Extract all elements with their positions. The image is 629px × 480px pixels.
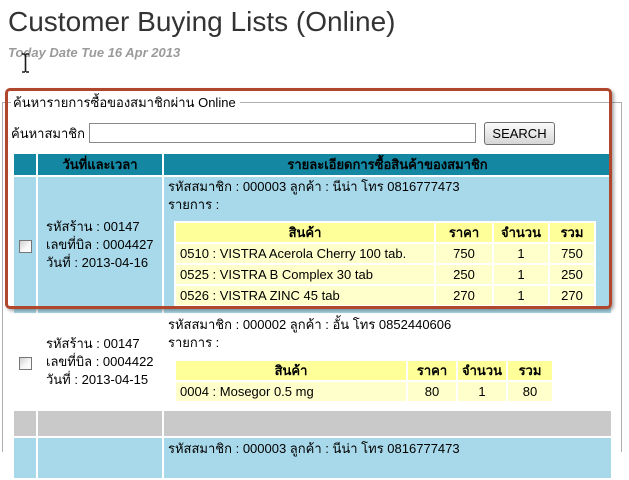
item-qty: 1 <box>494 244 548 263</box>
items-table: สินค้า ราคา จำนวน รวม 0510 : VISTRA Acer… <box>174 221 596 307</box>
items-header-row: สินค้า ราคา จำนวน รวม <box>176 223 594 242</box>
search-member-input[interactable] <box>89 123 476 143</box>
bill-date: วันที่ : 2013-04-16 <box>46 255 149 270</box>
item-total: 80 <box>508 382 552 401</box>
search-panel: ค้นหารายการซื้อของสมาชิกผ่าน Online ค้นห… <box>2 92 622 480</box>
item-row: 0525 : VISTRA B Complex 30 tab 250 1 250 <box>176 265 594 284</box>
empty-cell <box>14 411 36 436</box>
today-date-text: Today Date Tue 16 Apr 2013 <box>8 45 181 60</box>
items-header-qty: จำนวน <box>494 223 548 242</box>
item-total: 270 <box>550 286 594 305</box>
item-total: 250 <box>550 265 594 284</box>
item-qty: 1 <box>458 382 506 401</box>
items-header-qty: จำนวน <box>458 361 506 380</box>
page-title: Customer Buying Lists (Online) <box>8 6 396 37</box>
header-checkbox-column <box>14 154 36 175</box>
items-table: สินค้า ราคา จำนวน รวม 0004 : Mosegor 0.5… <box>174 359 554 403</box>
member-info: รหัสสมาชิก : 000003 ลูกค้า : นีน่า โทร 0… <box>168 179 460 194</box>
empty-cell <box>14 438 36 478</box>
header-datetime: วันที่และเวลา <box>38 154 162 175</box>
item-product: 0526 : VISTRA ZINC 45 tab <box>176 286 434 305</box>
item-product: 0525 : VISTRA B Complex 30 tab <box>176 265 434 284</box>
table-row: รหัสร้าน : 00147 เลขที่บิล : 0004427 วัน… <box>14 177 611 313</box>
item-qty: 1 <box>494 265 548 284</box>
header-details: รายละเอียดการซื้อสินค้าของสมาชิก <box>164 154 611 175</box>
bill-info-cell: รหัสร้าน : 00147 เลขที่บิล : 0004427 วัน… <box>38 177 162 313</box>
table-row: รหัสสมาชิก : 000003 ลูกค้า : นีน่า โทร 0… <box>14 438 611 478</box>
member-info: รหัสสมาชิก : 000002 ลูกค้า : อั้น โทร 08… <box>168 317 452 332</box>
shop-code: รหัสร้าน : 00147 <box>46 219 140 234</box>
items-header-price: ราคา <box>408 361 456 380</box>
table-row: รหัสร้าน : 00147 เลขที่บิล : 0004422 วัน… <box>14 315 611 409</box>
items-header-total: รวม <box>550 223 594 242</box>
items-header-product: สินค้า <box>176 223 434 242</box>
row-checkbox[interactable] <box>18 239 32 253</box>
items-label: รายการ : <box>168 335 220 350</box>
item-total: 750 <box>550 244 594 263</box>
bill-number: เลขที่บิล : 0004422 <box>46 354 154 369</box>
bill-number: เลขที่บิล : 0004427 <box>46 237 154 252</box>
items-header-row: สินค้า ราคา จำนวน รวม <box>176 361 552 380</box>
member-info: รหัสสมาชิก : 000003 ลูกค้า : นีน่า โทร 0… <box>168 441 460 456</box>
search-panel-legend: ค้นหารายการซื้อของสมาชิกผ่าน Online <box>13 95 236 110</box>
row-checkbox[interactable] <box>18 356 32 370</box>
table-row-empty <box>14 411 611 436</box>
item-row: 0526 : VISTRA ZINC 45 tab 270 1 270 <box>176 286 594 305</box>
items-header-product: สินค้า <box>176 361 406 380</box>
item-price: 80 <box>408 382 456 401</box>
purchase-detail-cell: รหัสสมาชิก : 000003 ลูกค้า : นีน่า โทร 0… <box>164 177 611 313</box>
empty-cell <box>164 411 611 436</box>
item-product: 0004 : Mosegor 0.5 mg <box>176 382 406 401</box>
item-qty: 1 <box>494 286 548 305</box>
items-label: รายการ : <box>168 197 220 212</box>
search-member-label: ค้นหาสมาชิก <box>11 125 85 141</box>
item-price: 750 <box>436 244 492 263</box>
items-header-total: รวม <box>508 361 552 380</box>
item-product: 0510 : VISTRA Acerola Cherry 100 tab. <box>176 244 434 263</box>
buying-list-table: วันที่และเวลา รายละเอียดการซื้อสินค้าของ… <box>12 152 613 480</box>
item-price: 250 <box>436 265 492 284</box>
item-price: 270 <box>436 286 492 305</box>
bill-info-cell <box>38 438 162 478</box>
empty-cell <box>38 411 162 436</box>
shop-code: รหัสร้าน : 00147 <box>46 336 140 351</box>
item-row: 0004 : Mosegor 0.5 mg 80 1 80 <box>176 382 552 401</box>
search-button[interactable]: SEARCH <box>484 121 555 145</box>
search-row: ค้นหาสมาชิก SEARCH <box>11 121 621 145</box>
item-row: 0510 : VISTRA Acerola Cherry 100 tab. 75… <box>176 244 594 263</box>
purchase-detail-cell: รหัสสมาชิก : 000003 ลูกค้า : นีน่า โทร 0… <box>164 438 611 478</box>
items-header-price: ราคา <box>436 223 492 242</box>
bill-date: วันที่ : 2013-04-15 <box>46 372 149 387</box>
bill-info-cell: รหัสร้าน : 00147 เลขที่บิล : 0004422 วัน… <box>38 315 162 409</box>
purchase-detail-cell: รหัสสมาชิก : 000002 ลูกค้า : อั้น โทร 08… <box>164 315 611 409</box>
table-header-row: วันที่และเวลา รายละเอียดการซื้อสินค้าของ… <box>14 154 611 175</box>
